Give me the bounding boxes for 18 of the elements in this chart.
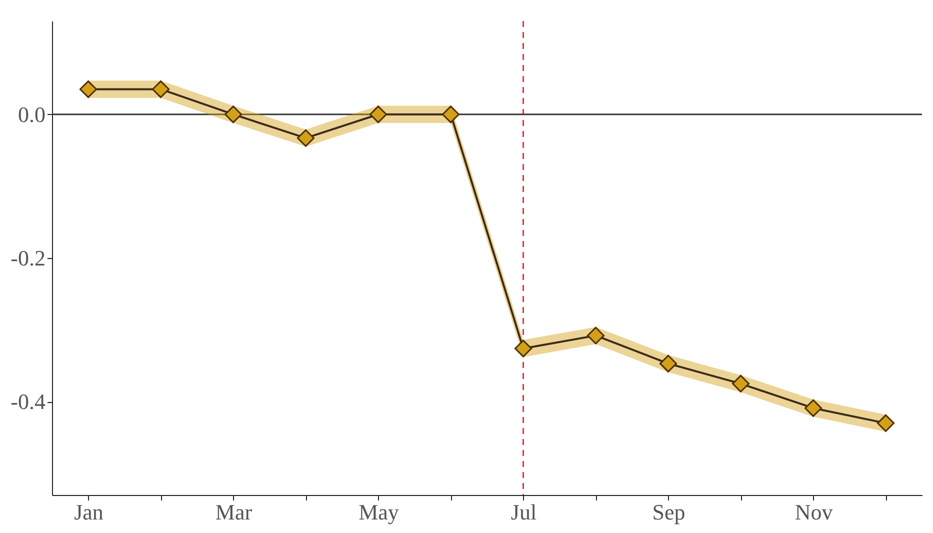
x-tick-label: Mar <box>215 500 253 524</box>
x-tick-label: Jul <box>510 500 537 524</box>
point <box>876 414 895 432</box>
point <box>514 340 532 358</box>
point <box>586 326 605 344</box>
y-tick-label: -0.2 <box>10 246 46 270</box>
point <box>732 374 750 392</box>
x-tick-label: May <box>358 500 399 524</box>
point <box>152 80 170 98</box>
y-tick-label: -0.4 <box>10 389 46 414</box>
x-tick-label: Sep <box>652 500 686 524</box>
x-tick-label: Jan <box>74 500 104 524</box>
x-tick-label: Nov <box>794 500 833 524</box>
point <box>296 129 315 147</box>
point <box>79 80 98 98</box>
point <box>804 399 822 417</box>
point <box>659 354 678 372</box>
y-tick-label: 0.0 <box>18 102 46 127</box>
